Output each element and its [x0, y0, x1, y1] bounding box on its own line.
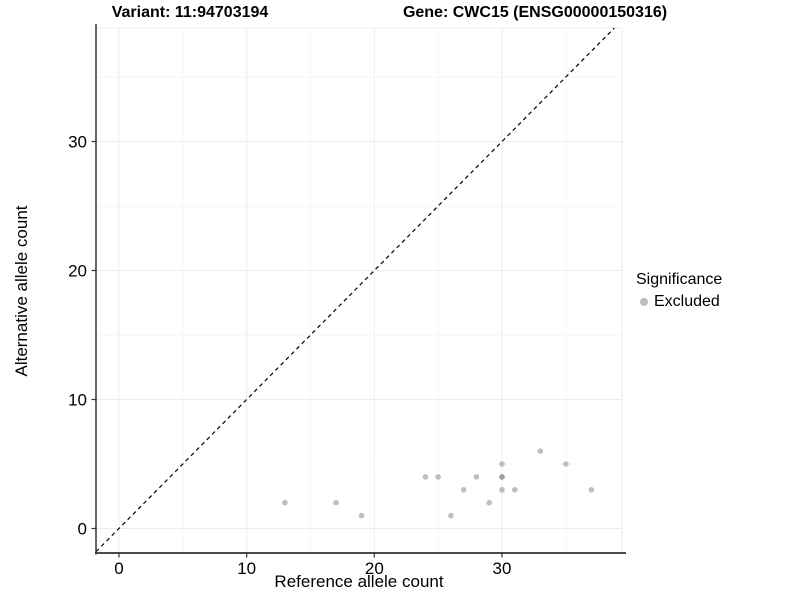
panel-edge — [96, 27, 623, 553]
tick-labels: 0 10 20 30 0 10 20 30 — [68, 133, 511, 578]
svg-text:0: 0 — [78, 519, 87, 538]
axis-lines — [95, 24, 626, 555]
svg-text:10: 10 — [68, 390, 87, 409]
svg-text:10: 10 — [237, 559, 256, 578]
minor-gridlines — [96, 28, 622, 553]
axis-ticks — [91, 140, 503, 558]
legend-item-label: Excluded — [654, 293, 720, 310]
legend-title: Significance — [636, 271, 723, 288]
x-axis-title: Reference allele count — [274, 572, 444, 591]
svg-text:30: 30 — [493, 559, 512, 578]
legend-item-excluded: Excluded — [636, 293, 796, 311]
svg-text:20: 20 — [365, 559, 384, 578]
gene-title: Gene: CWC15 (ENSG00000150316) — [402, 4, 668, 21]
major-gridlines — [96, 28, 622, 553]
y-axis-title: Alternative allele count — [12, 205, 31, 377]
svg-text:30: 30 — [68, 133, 87, 152]
legend: Significance Excluded — [636, 271, 796, 311]
svg-text:20: 20 — [68, 262, 87, 281]
identity-line — [95, 27, 615, 553]
svg-text:0: 0 — [114, 559, 123, 578]
excluded-point-icon — [640, 298, 648, 306]
data-points — [282, 448, 595, 519]
variant-title: Variant: 11:94703194 — [111, 4, 269, 21]
